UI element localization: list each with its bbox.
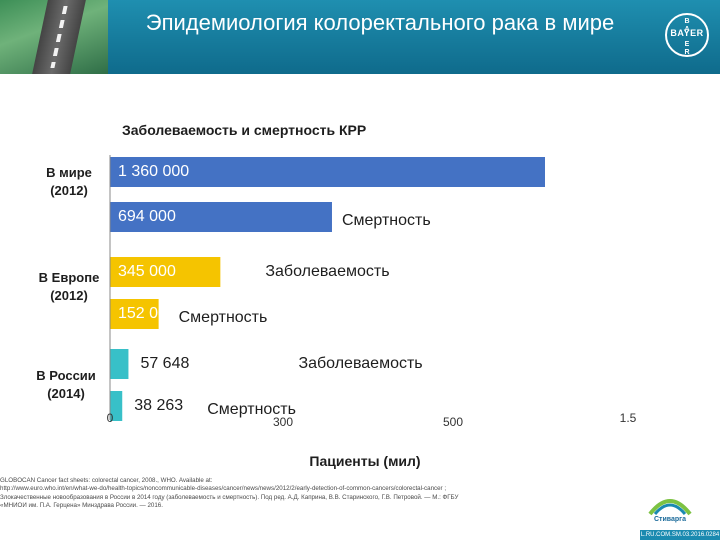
bar-value-label: 38 263 <box>134 397 183 414</box>
bar-value-label: 694 000 <box>118 208 176 225</box>
bar-1-1 <box>110 299 159 329</box>
chart-title: Заболеваемость и смертность КРР <box>122 122 367 138</box>
bar-0-1 <box>110 202 332 232</box>
bar-value-label: 57 648 <box>140 355 189 372</box>
page-title: Эпидемиология колоректального рака в мир… <box>145 10 615 35</box>
bayer-logo-vertical: B A E R <box>684 18 690 56</box>
footer-line: «МНИОИ им. П.А. Герцена» Минздрава Росси… <box>0 502 163 510</box>
bar-series-label: Смертность <box>179 309 268 326</box>
group-label-russia: В России (2014) <box>36 368 96 401</box>
stivarga-brand: Стиварга <box>654 516 686 523</box>
footer-line: http://www.euro.who.int/en/what-we-do/he… <box>0 485 447 493</box>
bar-series-label: Заболеваемость <box>569 163 693 180</box>
bar-series-label: Смертность <box>207 401 296 418</box>
bar-series-label: Заболеваемость <box>265 263 389 280</box>
bar-1-0 <box>110 257 221 287</box>
bayer-logo: BAYER B A E R <box>665 13 709 57</box>
bar-2-0 <box>110 349 129 379</box>
document-code: L.RU.COM.SM.03.2016.0284 <box>640 530 720 540</box>
bar-series-label: Заболеваемость <box>298 355 422 372</box>
group-label-europe: В Европе (2012) <box>38 270 100 303</box>
x-tick-1: 300 <box>273 415 293 429</box>
bayer-logo-text: BAYER <box>670 28 704 38</box>
footer-line: GLOBOCAN Cancer fact sheets: colorectal … <box>0 477 213 484</box>
x-tick-2: 500 <box>443 415 463 429</box>
bar-2-1 <box>110 391 123 421</box>
x-axis-label: Пациенты (мил) <box>309 453 420 469</box>
x-tick-3: 1.5 <box>620 411 637 425</box>
bar-0-0 <box>110 157 545 187</box>
footer-references: GLOBOCAN Cancer fact sheets: colorectal … <box>0 477 605 511</box>
bar-value-label: 345 000 <box>118 263 176 280</box>
x-tick-0: 0 <box>107 411 114 425</box>
bar-series-label: Смертность <box>342 212 431 229</box>
header-photo <box>0 0 108 74</box>
footer-line: Злокачественные новообразования в России… <box>0 493 459 501</box>
bar-value-label: 1 360 000 <box>118 163 189 180</box>
header-banner: Эпидемиология колоректального рака в мир… <box>0 0 720 74</box>
group-label-world: В мире (2012) <box>46 165 92 198</box>
stivarga-logo-icon <box>648 499 692 516</box>
bar-value-label: 152 000 <box>118 305 176 322</box>
